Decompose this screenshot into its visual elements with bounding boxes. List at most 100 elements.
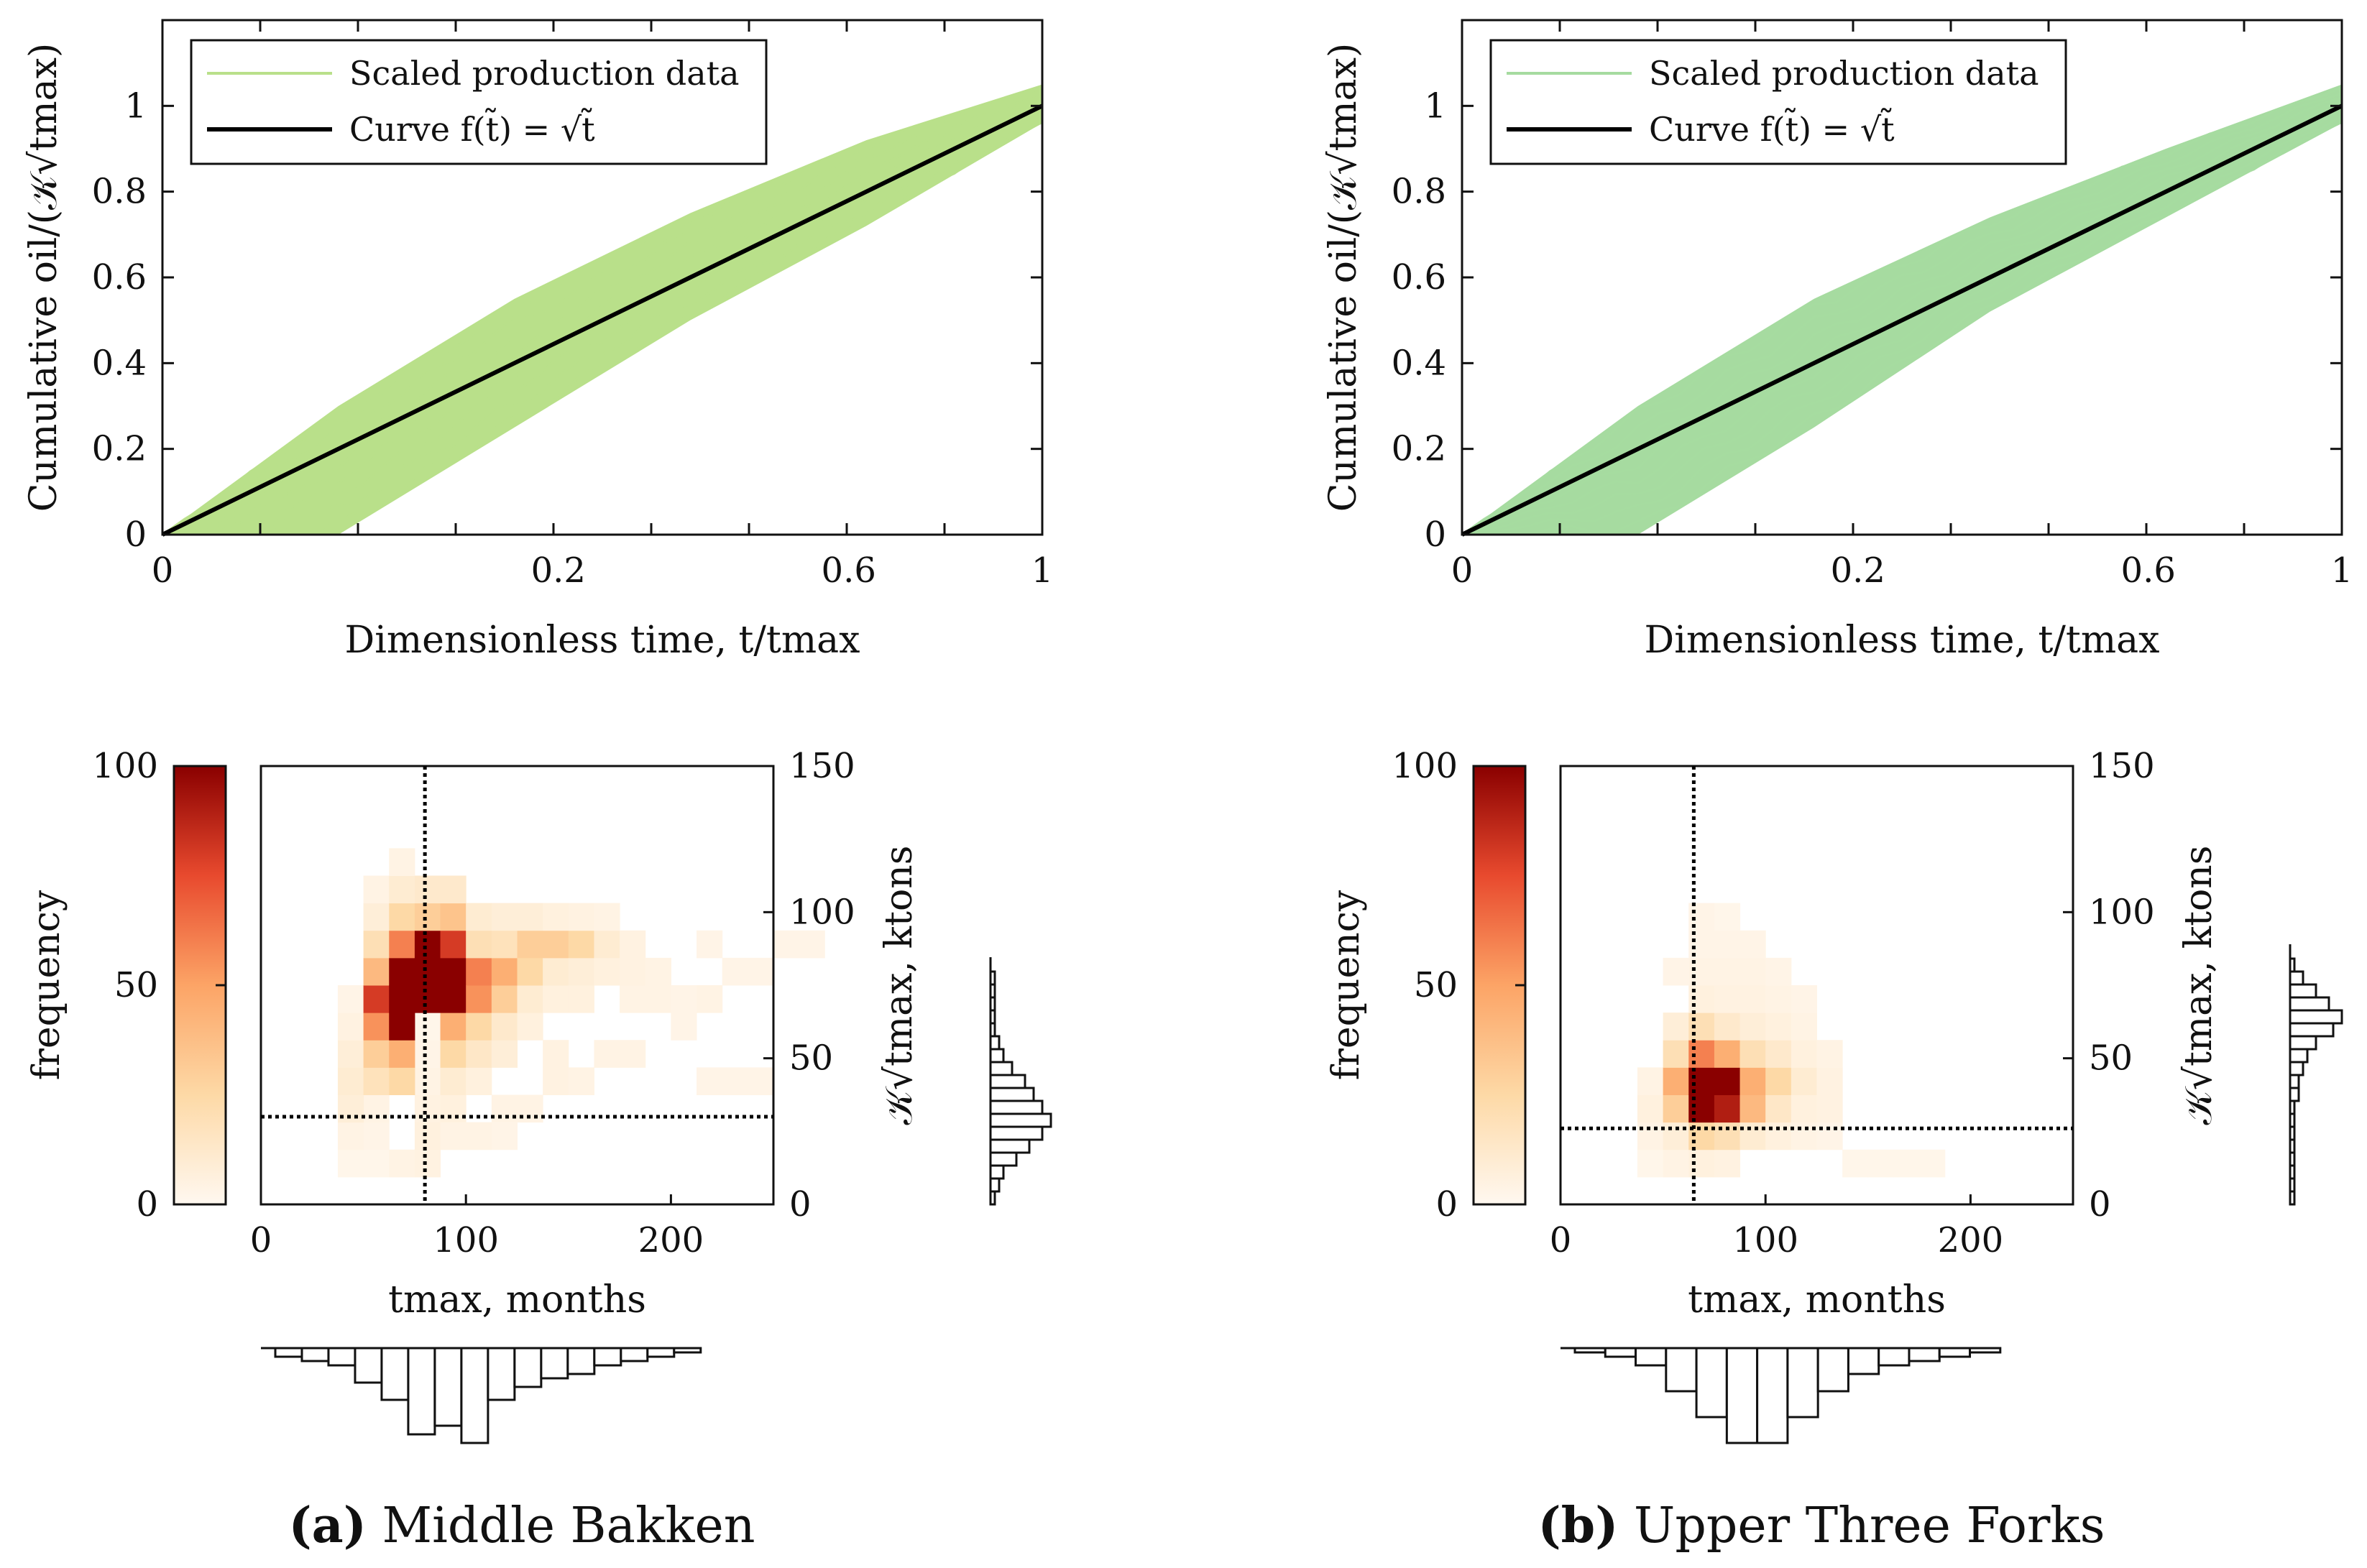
- legend-box: [1489, 39, 2067, 165]
- heatmap-cell: [1637, 1094, 1664, 1123]
- heatmap-cell: [1791, 1040, 1817, 1068]
- legend: Scaled production data Curve f(t̃) = √t̃: [190, 39, 768, 165]
- legend-data-label: Scaled production data: [349, 54, 740, 93]
- production-data-line: [1461, 121, 2343, 536]
- histogram-bar: [2289, 1190, 2296, 1206]
- heatmap-cell: [1765, 1013, 1792, 1041]
- heatmap-cell: [517, 957, 543, 986]
- heatmap-cell: [337, 1067, 364, 1095]
- y-tick-label: 0.4: [92, 343, 147, 383]
- tmax-marginal-histogram: [261, 1347, 702, 1444]
- colorbar-label: frequency: [25, 890, 68, 1080]
- x-tick-label: 0: [1451, 550, 1474, 591]
- histogram-bar: [989, 1112, 1052, 1128]
- histogram-bar: [989, 1190, 996, 1206]
- scatter-y-axis-label: Cumulative oil/(𝒦√tmax): [22, 43, 65, 512]
- production-data-line: [162, 109, 1043, 536]
- production-data-line: [162, 103, 1043, 536]
- heatmap-cell: [363, 930, 390, 959]
- heatmap-cell: [491, 985, 518, 1013]
- histogram-bar: [2289, 1112, 2296, 1128]
- panel-b: 0 0.2 0.4 0.6 0.8 1 0 0.2 0.6 1 Dimensionless time…: [1322, 19, 2353, 1554]
- heatmap-cell: [748, 957, 774, 986]
- heatmap-cell: [363, 875, 390, 904]
- histogram-bar: [989, 1138, 1031, 1154]
- heatmap-axes-box: [259, 765, 775, 1206]
- heatmap-cell: [414, 1149, 441, 1178]
- legend-curve-label: Curve f(t̃) = √t̃: [1649, 108, 1895, 149]
- histogram-bar: [2289, 1074, 2300, 1089]
- colorbar-tick-label: 50: [114, 965, 158, 1005]
- heatmap-cell: [440, 957, 466, 986]
- heatmap-cell: [414, 875, 441, 904]
- heat-x-tick-label: 0: [1550, 1220, 1572, 1260]
- heatmap-cell: [722, 1067, 748, 1095]
- heatmap-cell: [1714, 1067, 1741, 1095]
- y-tick-label: 0.6: [1392, 257, 1446, 298]
- x-tick-label: 1: [2331, 550, 2353, 591]
- heatmap-cell: [1816, 1067, 1843, 1095]
- heatmap-cell: [1765, 1067, 1792, 1095]
- caption-text: (a) Middle Bakken: [288, 1497, 755, 1554]
- legend-curve-label: Curve f(t̃) = √t̃: [349, 108, 595, 149]
- heatmap-cell: [466, 1013, 492, 1041]
- y-tick-label: 0.2: [92, 429, 147, 469]
- heatmap-cell: [543, 1067, 569, 1095]
- heatmap-cell: [1816, 1094, 1843, 1123]
- heatmap-cell: [414, 985, 441, 1013]
- histogram-bar: [566, 1347, 596, 1375]
- heatmap-cell: [389, 985, 415, 1013]
- heat-y-tick-label: 100: [789, 892, 855, 932]
- production-data-line: [162, 115, 1043, 536]
- scatter-plot: 0 0.2 0.4 0.6 0.8 1 0 0.2 0.6 1 Dimensionless time…: [1322, 19, 2353, 662]
- heatmap-cell: [363, 957, 390, 986]
- colorbar-label: frequency: [1325, 890, 1368, 1080]
- histogram-bar: [989, 1022, 996, 1038]
- y-tick-label: 0.8: [92, 172, 147, 212]
- heatmap-cell: [363, 1040, 390, 1068]
- histogram-bar: [1635, 1347, 1668, 1367]
- production-data-line: [162, 92, 1043, 536]
- heatmap-cell: [1739, 1040, 1766, 1068]
- heatmap-cell: [363, 1067, 390, 1095]
- heatmap-cell: [1663, 1067, 1689, 1095]
- heatmap-cell: [1663, 1094, 1689, 1123]
- x-tick-label: 0.2: [1831, 550, 1885, 591]
- heatmap-cell: [645, 957, 671, 986]
- heatmap-cell: [414, 957, 441, 986]
- histogram-bar: [380, 1347, 410, 1401]
- histogram-bar: [2289, 970, 2304, 986]
- histogram-bar: [989, 1177, 1001, 1193]
- histogram-bar: [354, 1347, 383, 1384]
- production-data-line: [1461, 103, 2343, 536]
- heat-y-tick-label: 0: [2089, 1184, 2111, 1225]
- histogram-bar: [2289, 1151, 2296, 1167]
- heatmap-cell: [1867, 1149, 1894, 1178]
- heatmap-cell: [440, 1122, 466, 1150]
- heat-y-axis-label: 𝒦√tmax, ktons: [2177, 846, 2220, 1125]
- heatmap-cell: [466, 1122, 492, 1150]
- heat-x-axis-label: tmax, months: [1688, 1278, 1946, 1322]
- histogram-bar: [540, 1347, 569, 1380]
- heatmap-cell: [363, 985, 390, 1013]
- histogram-bar: [989, 983, 996, 999]
- histogram-bar: [1573, 1347, 1607, 1354]
- histogram-bar: [989, 1125, 1044, 1141]
- caption-name: Middle Bakken: [367, 1498, 755, 1554]
- scatter-x-axis-label: Dimensionless time, t/tmax: [1645, 619, 2160, 662]
- heatmap-cell: [1714, 1094, 1741, 1123]
- heatmap-cell: [1791, 1067, 1817, 1095]
- heatmap-cell: [1739, 1122, 1766, 1150]
- heatmap-cell: [645, 985, 671, 1013]
- heatmap-cell: [1765, 1122, 1792, 1150]
- y-tick-label: 0.8: [1392, 172, 1446, 212]
- histogram-bar: [460, 1347, 490, 1444]
- heat-x-tick-label: 200: [638, 1220, 704, 1260]
- histogram-bar: [1756, 1347, 1789, 1444]
- heatmap-cell: [568, 930, 594, 959]
- heat-y-tick-label: 50: [2089, 1038, 2133, 1079]
- heatmap-cell: [414, 903, 441, 931]
- heatmap-cell: [1791, 1122, 1817, 1150]
- heatmap-cell: [1637, 1067, 1664, 1095]
- histogram-bar: [593, 1347, 622, 1367]
